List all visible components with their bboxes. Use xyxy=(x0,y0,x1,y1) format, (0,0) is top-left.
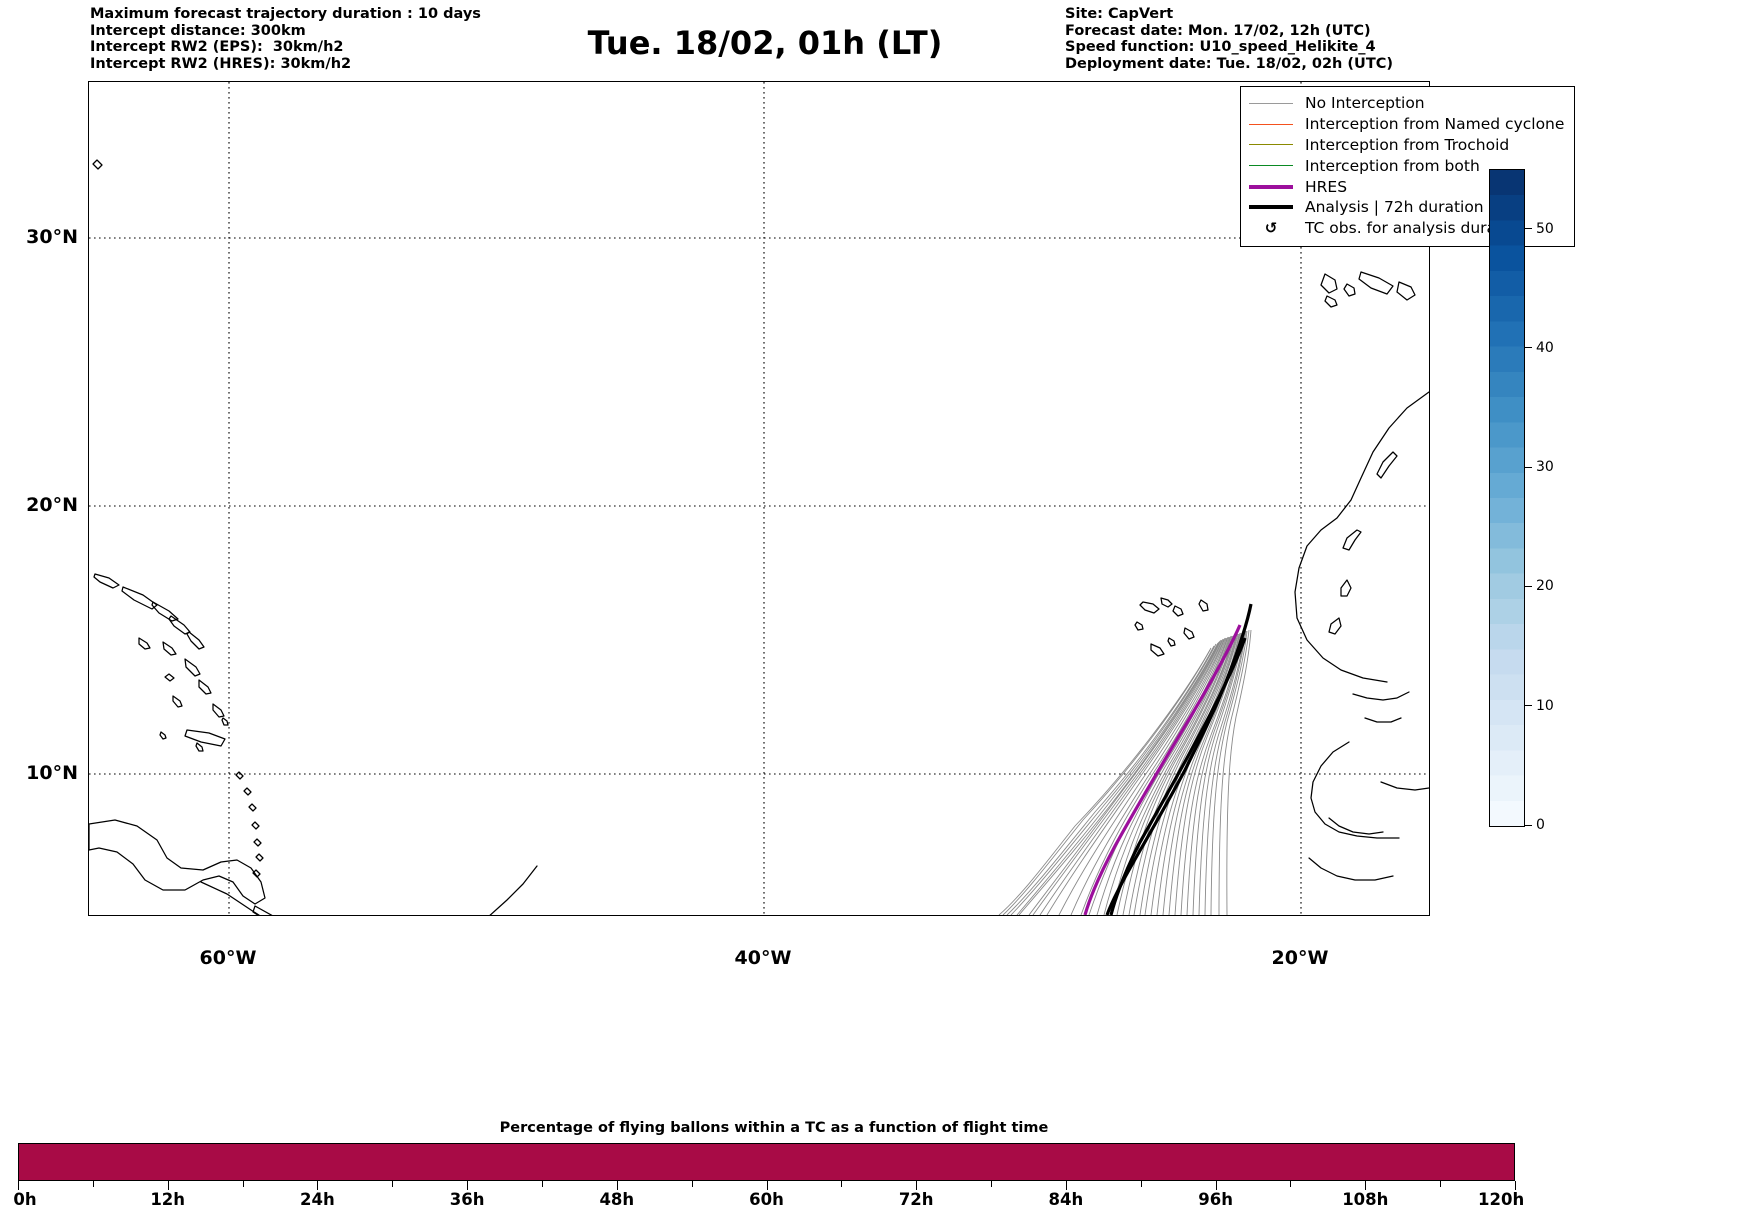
progress-axis-tick xyxy=(167,1181,169,1190)
progress-axis-tick xyxy=(616,1181,618,1190)
progress-bar-track[interactable] xyxy=(18,1143,1515,1181)
legend-item-trochoid[interactable]: Interception from Trochoid xyxy=(1249,135,1564,156)
legend-label: TC obs. for analysis duration xyxy=(1305,219,1526,238)
legend-swatch-line xyxy=(1249,102,1293,104)
legend-item-no-interception[interactable]: No Interception xyxy=(1249,93,1564,114)
progress-axis-tick xyxy=(467,1181,469,1190)
colorbar-tick-label: 20 xyxy=(1525,578,1554,594)
progress-axis-tick xyxy=(1365,1181,1367,1190)
progress-axis-tick xyxy=(1515,1181,1516,1190)
legend-swatch-line xyxy=(1249,205,1293,210)
legend-item-tc-observation[interactable]: ↺ TC obs. for analysis duration xyxy=(1249,218,1564,239)
map-canvas xyxy=(89,82,1429,915)
progress-axis-label: 12h xyxy=(150,1190,186,1209)
legend-item-hres[interactable]: HRES xyxy=(1249,176,1564,197)
progress-axis-label: 96h xyxy=(1198,1190,1233,1209)
progress-axis-label: 72h xyxy=(898,1190,934,1209)
colorbar-tick-label: 40 xyxy=(1525,340,1554,356)
legend-item-analysis[interactable]: Analysis | 72h duration xyxy=(1249,197,1564,218)
progress-axis-label: 120h xyxy=(1478,1190,1525,1209)
legend-label: Analysis | 72h duration xyxy=(1305,198,1484,217)
legend-label: Interception from Trochoid xyxy=(1305,135,1510,154)
progress-axis-tick xyxy=(392,1181,394,1187)
progress-axis-tick xyxy=(841,1181,843,1187)
progress-axis-tick xyxy=(92,1181,94,1187)
progress-axis-label: 36h xyxy=(449,1190,485,1209)
header-right-info: Site: CapVert Forecast date: Mon. 17/02,… xyxy=(1065,6,1393,72)
coastlines xyxy=(89,159,1429,915)
progress-axis-tick xyxy=(1290,1181,1292,1187)
legend-label: HRES xyxy=(1305,177,1348,196)
map-xtick-0: 60°W xyxy=(199,947,257,969)
analysis-track-branch xyxy=(1109,637,1247,915)
progress-axis-label: 108h xyxy=(1342,1190,1389,1209)
progress-bar-title: Percentage of flying ballons within a TC… xyxy=(499,1120,1049,1136)
progress-axis-tick xyxy=(1065,1181,1067,1190)
legend-swatch-line xyxy=(1249,144,1293,146)
progress-axis-label: 0h xyxy=(13,1190,37,1209)
progress-axis-tick xyxy=(541,1181,543,1187)
legend-swatch-line xyxy=(1249,123,1293,125)
progress-axis-tick xyxy=(1215,1181,1217,1190)
colorbar-tick-label: 30 xyxy=(1525,459,1554,475)
progress-axis-tick xyxy=(1140,1181,1142,1187)
progress-bar-axis-ticks: 0h 12h 24h 36h 48h 60h 72h 84h 96h 108h 120h xyxy=(13,1181,1524,1209)
legend-label: Interception from Named cyclone xyxy=(1305,115,1565,134)
progress-axis-label: 48h xyxy=(599,1190,635,1209)
progress-axis-tick xyxy=(766,1181,768,1190)
colorbar-gradient xyxy=(1489,169,1525,827)
legend-label: No Interception xyxy=(1305,94,1425,113)
progress-axis-label: 60h xyxy=(749,1190,784,1209)
colorbar-axis-label: Named cyclones forecast - Number of EPS … xyxy=(1628,150,1748,850)
forecast-map[interactable] xyxy=(88,81,1430,916)
map-xtick-2: 20°W xyxy=(1271,947,1329,969)
progress-axis-tick xyxy=(18,1181,19,1190)
cyclone-swirl-icon: ↺ xyxy=(1264,219,1278,238)
progress-axis-tick xyxy=(991,1181,993,1187)
progress-axis-tick xyxy=(916,1181,918,1190)
progress-axis-tick xyxy=(1440,1181,1442,1187)
progress-axis-tick xyxy=(317,1181,319,1190)
colorbar-tick-label: 50 xyxy=(1525,221,1554,237)
colorbar[interactable]: 0 10 20 30 40 50 xyxy=(1489,169,1554,833)
header-left-info: Maximum forecast trajectory duration : 1… xyxy=(90,6,481,72)
progress-axis-label: 84h xyxy=(1048,1190,1084,1209)
page-title: Tue. 18/02, 01h (LT) xyxy=(587,24,943,62)
hres-track xyxy=(1083,624,1242,915)
legend-swatch-line xyxy=(1249,184,1293,189)
map-ytick-0: 30°N xyxy=(26,226,78,248)
progress-bar-section: 0h 12h 24h 36h 48h 60h 72h 84h 96h 108h 120h xyxy=(13,1143,1524,1209)
legend-item-both[interactable]: Interception from both xyxy=(1249,155,1564,176)
map-gridlines xyxy=(89,82,1429,915)
progress-bar-fill xyxy=(19,1144,1514,1180)
legend-item-named-cyclone[interactable]: Interception from Named cyclone xyxy=(1249,114,1564,135)
progress-axis-label: 24h xyxy=(300,1190,335,1209)
map-ytick-2: 10°N xyxy=(26,762,78,784)
progress-axis-tick xyxy=(242,1181,244,1187)
legend-label: Interception from both xyxy=(1305,156,1480,175)
colorbar-tick-label: 0 xyxy=(1525,817,1545,833)
progress-axis-tick xyxy=(691,1181,693,1187)
map-ytick-1: 20°N xyxy=(26,494,78,516)
colorbar-tick-label: 10 xyxy=(1525,698,1554,714)
map-xtick-1: 40°W xyxy=(734,947,792,969)
legend-swatch-line xyxy=(1249,165,1293,167)
